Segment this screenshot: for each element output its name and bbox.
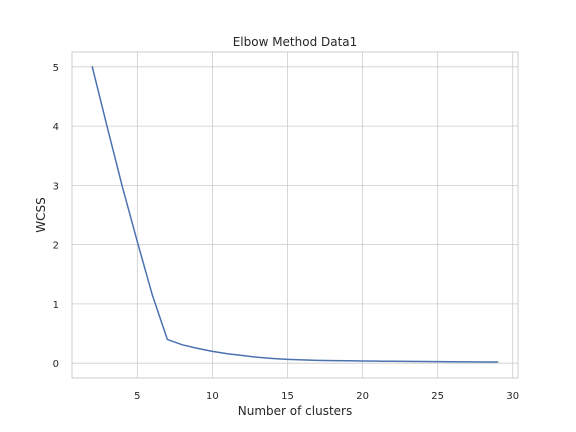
y-tick-label: 1 (53, 300, 59, 311)
y-tick-label: 5 (53, 63, 59, 74)
y-axis-label: WCSS (34, 197, 48, 232)
series-layer (91, 66, 499, 363)
chart-title: Elbow Method Data1 (233, 35, 358, 49)
x-tick-label: 5 (134, 391, 140, 402)
x-tick-label: 15 (281, 391, 294, 402)
y-tick-label: 0 (53, 359, 59, 370)
x-tick-label: 25 (431, 391, 444, 402)
plot-frame (71, 51, 519, 379)
y-tick-label: 4 (53, 122, 59, 133)
x-tick-label: 30 (506, 391, 519, 402)
y-tick-label: 3 (53, 181, 59, 192)
x-tick-label: 20 (356, 391, 369, 402)
x-tick-label: 10 (206, 391, 219, 402)
x-tick-labels: 5 10 15 20 25 30 (134, 391, 519, 402)
x-axis-label: Number of clusters (238, 404, 352, 418)
wcss-line (91, 66, 499, 363)
y-tick-labels: 0 1 2 3 4 5 (53, 63, 59, 370)
grid-layer (72, 52, 518, 378)
y-tick-label: 2 (53, 241, 59, 252)
